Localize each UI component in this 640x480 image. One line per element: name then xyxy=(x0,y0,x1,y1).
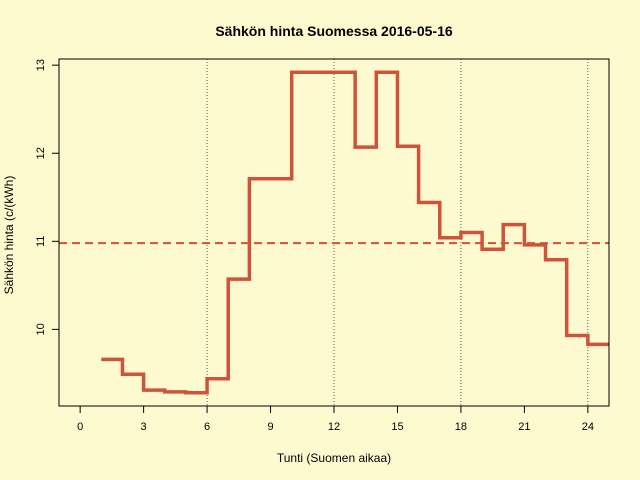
y-axis-label: Sähkön hinta (c/(kWh) xyxy=(2,176,16,295)
x-tick-label-0: 0 xyxy=(77,421,83,433)
y-tick-label-10: 10 xyxy=(35,323,47,335)
x-tick-label-24: 24 xyxy=(582,421,594,433)
y-axis: 10 11 12 13 xyxy=(35,59,59,336)
y-tick-label-12: 12 xyxy=(35,147,47,159)
vertical-gridlines xyxy=(206,59,589,406)
x-tick-label-6: 6 xyxy=(204,421,210,433)
x-tick-label-12: 12 xyxy=(328,421,340,433)
series-line-0 xyxy=(101,70,609,395)
x-tick-label-21: 21 xyxy=(518,421,530,433)
x-axis: 0 3 6 9 12 15 18 21 24 xyxy=(77,406,594,433)
x-tick-label-9: 9 xyxy=(267,421,273,433)
y-tick-label-13: 13 xyxy=(35,59,47,71)
x-tick-label-18: 18 xyxy=(455,421,467,433)
chart-title: Sähkön hinta Suomessa 2016-05-16 xyxy=(215,23,453,39)
x-tick-label-15: 15 xyxy=(391,421,403,433)
y-tick-label-11: 11 xyxy=(35,236,47,247)
x-axis-label: Tunti (Suomen aikaa) xyxy=(277,451,391,465)
x-tick-label-3: 3 xyxy=(141,421,147,433)
series-group xyxy=(101,70,609,395)
